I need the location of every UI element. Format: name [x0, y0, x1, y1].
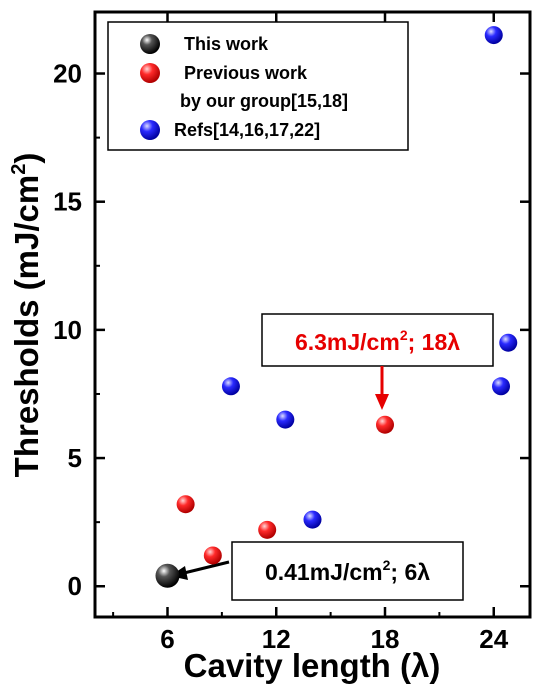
plot-frame	[93, 10, 532, 619]
data-point-refs-14-16-17-22	[484, 26, 503, 45]
annotation-this-work-text: 0.41mJ/cm2; 6λ	[265, 557, 430, 585]
legend-label-refs: Refs[14,16,17,22]	[174, 120, 320, 140]
annotation-this-work-suffix: ; 6λ	[390, 559, 430, 585]
y-axis-title: Thresholds (mJ/cm2)	[8, 153, 45, 478]
y-tick-label: 5	[68, 443, 82, 473]
legend-label-previous-work-line2: by our group[15,18]	[180, 91, 348, 111]
data-point-previous-work	[176, 495, 195, 514]
annotation-previous-work: 6.3mJ/cm2; 18λ	[261, 313, 494, 410]
annotation-previous-work-sup: 2	[400, 327, 408, 343]
annotation-previous-work-text: 6.3mJ/cm2; 18λ	[295, 327, 460, 355]
legend-marker-previous-work	[140, 63, 160, 83]
annotation-previous-work-arrow-head	[375, 394, 389, 410]
data-point-refs-14-16-17-22	[492, 377, 510, 396]
data-point-previous-work	[258, 520, 277, 539]
data-point-previous-work	[203, 546, 222, 565]
legend-label-previous-work: Previous work	[184, 63, 308, 83]
legend: This work Previous work by our group[15,…	[107, 21, 409, 151]
x-tick-label: 18	[371, 624, 400, 654]
annotation-previous-work-suffix: ; 18λ	[408, 329, 461, 355]
data-markers	[155, 26, 518, 588]
data-point-refs-14-16-17-22	[499, 333, 518, 352]
annotation-this-work-sup: 2	[383, 557, 391, 573]
x-tick-label: 12	[262, 624, 291, 654]
y-tick-label: 0	[68, 571, 82, 601]
y-axis-title-main: Thresholds (mJ/cm	[8, 175, 45, 478]
x-tick-label: 6	[160, 624, 174, 654]
legend-marker-refs	[140, 120, 160, 140]
y-tick-label: 10	[53, 315, 82, 345]
y-axis-title-end: )	[8, 153, 45, 164]
annotation-previous-work-value: 6.3mJ/cm	[295, 329, 400, 355]
data-point-refs-14-16-17-22	[303, 510, 322, 529]
y-axis-title-sup: 2	[8, 164, 30, 175]
axes: 6 12 18 24 0 5 10 15 20	[53, 12, 530, 654]
annotation-previous-work-box	[261, 313, 494, 367]
annotation-this-work-value: 0.41mJ/cm	[265, 559, 383, 585]
data-point-previous-work	[376, 415, 394, 434]
data-point-refs-14-16-17-22	[276, 410, 295, 429]
annotation-this-work-arrow-shaft	[183, 560, 230, 575]
data-point-refs-14-16-17-22	[221, 377, 240, 396]
x-axis-title: Cavity length (λ)	[184, 647, 441, 684]
y-tick-label: 20	[53, 59, 82, 89]
annotation-this-work-box	[231, 541, 464, 601]
y-tick-label: 15	[53, 187, 82, 217]
data-point-this-work	[155, 563, 180, 588]
legend-marker-this-work	[140, 34, 160, 54]
annotation-this-work: 0.41mJ/cm2; 6λ	[170, 541, 464, 601]
legend-label-this-work: This work	[184, 34, 269, 54]
x-tick-label: 24	[479, 624, 508, 654]
